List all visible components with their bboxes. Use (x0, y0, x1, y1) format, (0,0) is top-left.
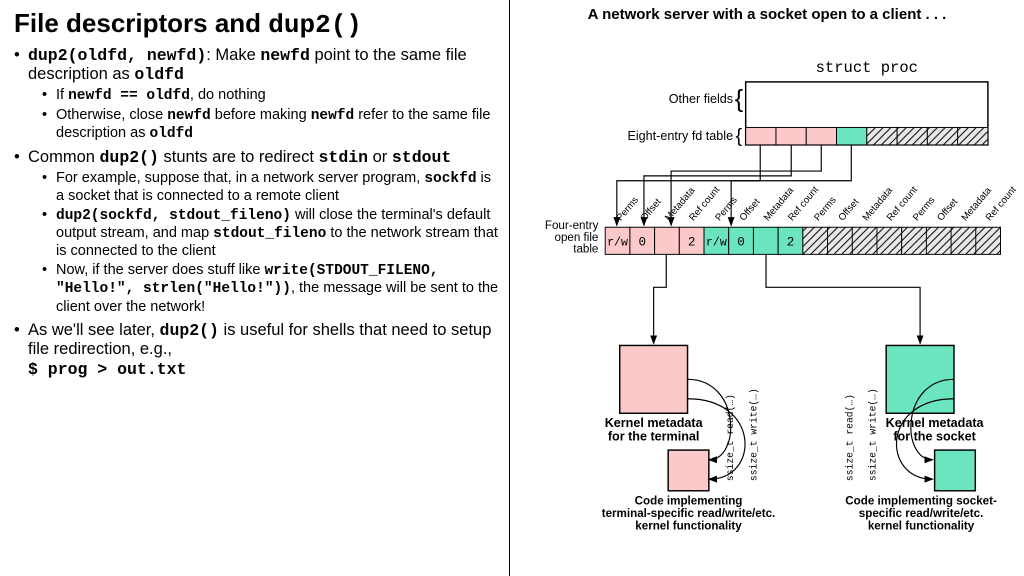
svg-text:ssize_t write(…): ssize_t write(…) (868, 388, 879, 481)
svg-text:Perms: Perms (713, 195, 739, 224)
bullet-1: dup2(oldfd, newfd): Make newfd point to … (28, 46, 499, 143)
bullet-2-sub-3: Now, if the server does stuff like write… (56, 262, 499, 315)
svg-text:ssize_t read(…): ssize_t read(…) (725, 394, 736, 481)
struct-proc-label: struct proc (816, 59, 918, 77)
svg-text:ssize_t write(…): ssize_t write(…) (748, 388, 759, 481)
bullet-3: As we'll see later, dup2() is useful for… (28, 321, 499, 379)
metadata-socket-box (886, 345, 954, 413)
bullet-2-sub-1: For example, suppose that, in a network … (56, 170, 499, 205)
svg-text:kernel functionality: kernel functionality (635, 520, 742, 533)
svg-text:Offset: Offset (935, 196, 960, 223)
svg-text:Offset: Offset (836, 196, 861, 223)
metadata-terminal-box (620, 345, 688, 413)
bullet-list: dup2(oldfd, newfd): Make newfd point to … (14, 46, 499, 379)
svg-text:Code implementing socket-: Code implementing socket- (845, 494, 997, 507)
svg-text:Code implementing: Code implementing (635, 494, 743, 507)
svg-text:{: { (735, 85, 743, 113)
svg-text:r/w: r/w (607, 237, 628, 250)
svg-text:terminal-specific read/write/e: terminal-specific read/write/etc. (602, 507, 776, 520)
svg-text:Perms: Perms (911, 195, 937, 224)
bullet-1-sub-1: If newfd == oldfd, do nothing (56, 87, 499, 105)
svg-text:for the socket: for the socket (893, 429, 976, 443)
svg-text:Perms: Perms (615, 195, 641, 224)
svg-text:kernel functionality: kernel functionality (868, 520, 975, 533)
open-file-table: r/w 0 2 r/w 0 2 (605, 227, 1000, 254)
title-text: File descriptors and (14, 8, 268, 38)
svg-text:Kernel metadata: Kernel metadata (605, 416, 704, 430)
diagram-title: A network server with a socket open to a… (518, 6, 1016, 23)
fdtable-label: Eight-entry fd table (628, 129, 734, 143)
svg-text:Perms: Perms (812, 195, 838, 224)
right-column: A network server with a socket open to a… (510, 0, 1024, 576)
svg-text:2: 2 (688, 236, 696, 250)
svg-text:ssize_t read(…): ssize_t read(…) (844, 394, 855, 481)
svg-text:{: { (736, 125, 743, 147)
fd-table (746, 127, 988, 144)
svg-text:0: 0 (737, 236, 745, 250)
bullet-2-sub-2: dup2(sockfd, stdout_fileno) will close t… (56, 207, 499, 260)
other-fields-label: Other fields (669, 92, 733, 106)
title-code: dup2() (268, 10, 362, 40)
svg-text:for the terminal: for the terminal (608, 429, 700, 443)
left-column: File descriptors and dup2() dup2(oldfd, … (0, 0, 510, 576)
bullet-2: Common dup2() stunts are to redirect std… (28, 148, 499, 315)
svg-text:table: table (573, 242, 598, 255)
svg-text:r/w: r/w (706, 237, 727, 250)
diagram-svg: struct proc Other fields { Eight-entry f… (518, 27, 1016, 567)
slide-title: File descriptors and dup2() (14, 8, 499, 40)
bullet-1-sub-2: Otherwise, close newfd before making new… (56, 107, 499, 143)
code-socket-box (935, 450, 976, 491)
svg-text:0: 0 (638, 236, 646, 250)
svg-text:2: 2 (787, 236, 795, 250)
col-labels: Perms Offset Metadata Ref count Perms Of… (615, 184, 1016, 223)
svg-text:Offset: Offset (738, 196, 763, 223)
svg-text:specific read/write/etc.: specific read/write/etc. (859, 507, 984, 520)
code-terminal-box (668, 450, 709, 491)
svg-text:Offset: Offset (639, 196, 664, 223)
